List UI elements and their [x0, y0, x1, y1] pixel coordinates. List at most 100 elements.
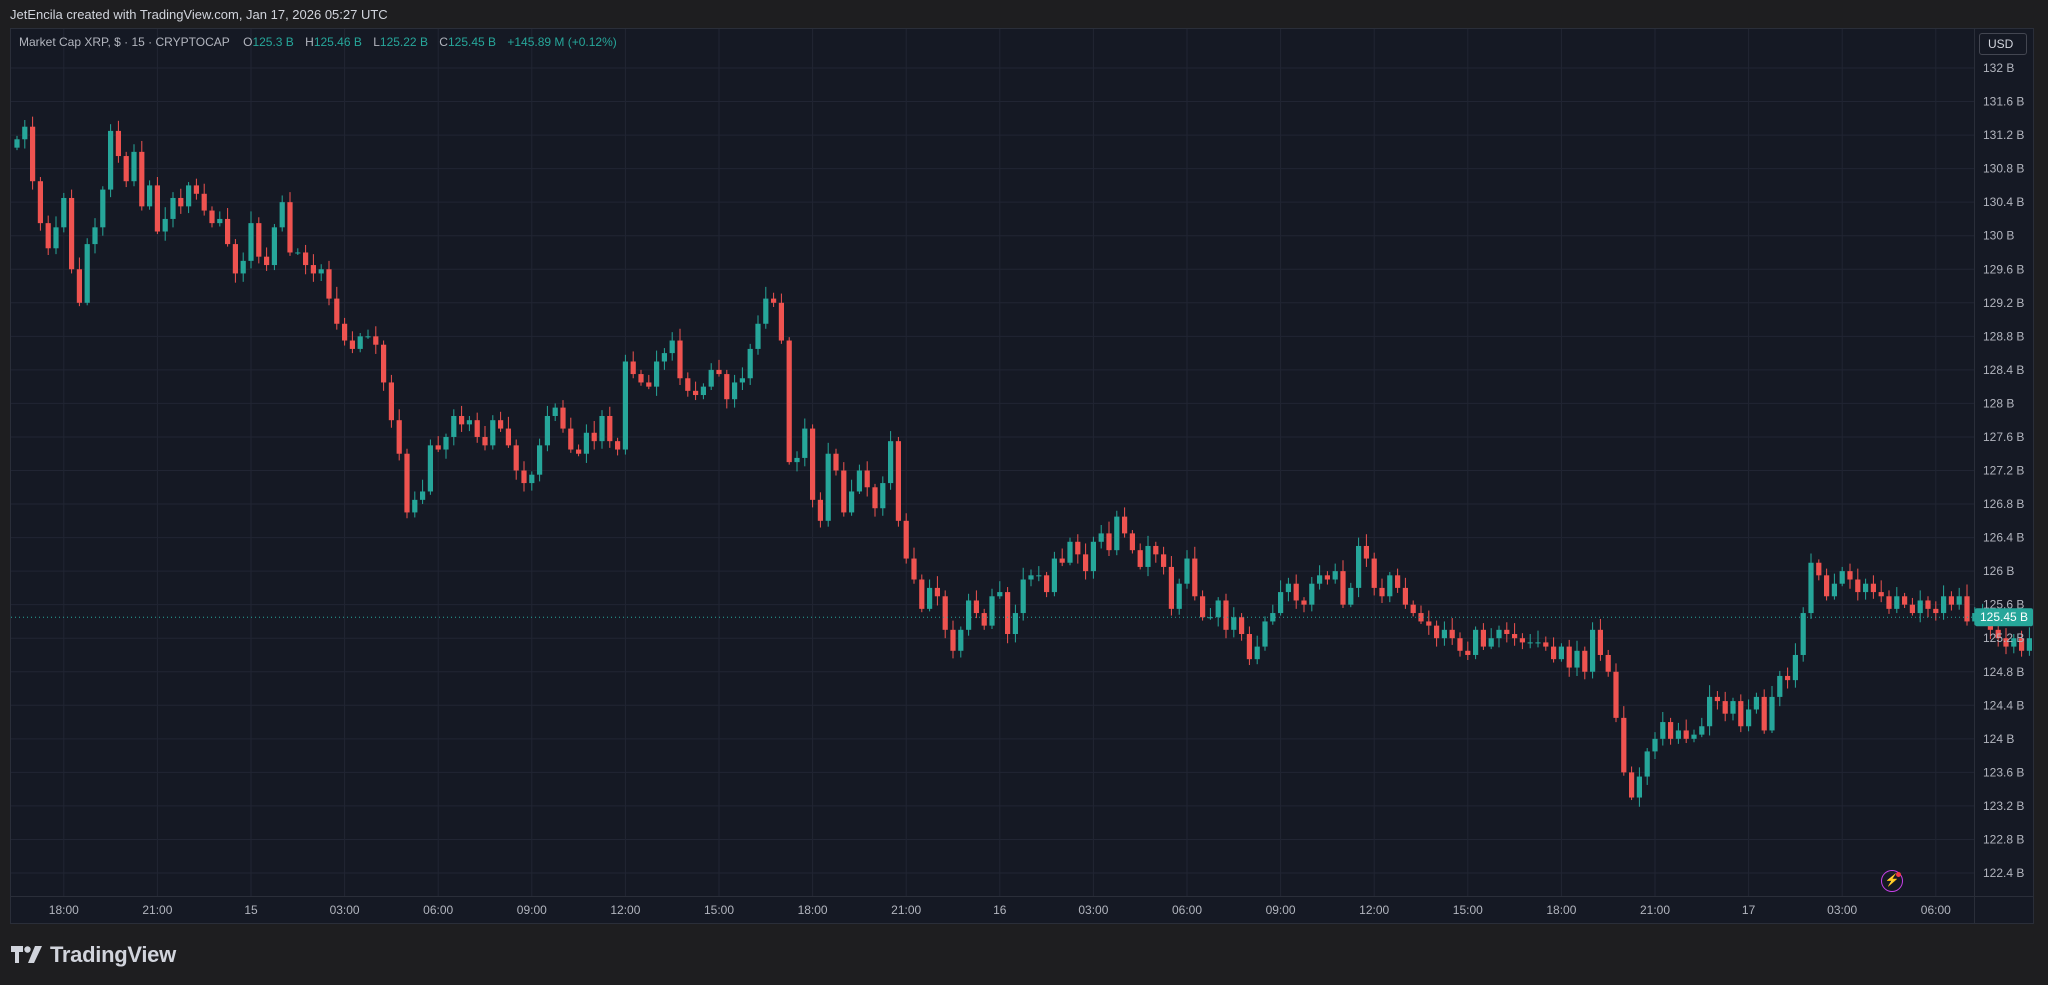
- candle-body: [981, 613, 987, 626]
- candle-body: [1005, 592, 1011, 635]
- candle-body: [856, 470, 862, 492]
- candle-body: [1972, 613, 1978, 622]
- candle-body: [1769, 696, 1775, 731]
- price-tick-label: 125.6 B: [1983, 598, 2024, 612]
- candle-body: [1496, 629, 1502, 639]
- candle-body: [1894, 596, 1900, 609]
- candle-body: [1215, 600, 1221, 618]
- legend-open-label: O: [243, 35, 253, 49]
- price-tick-label: 124.4 B: [1983, 698, 2024, 712]
- candlestick-chart[interactable]: 132 B 131.6 B 131.2 B 130.8 B 130.4 B 130 B 12…: [11, 29, 2034, 924]
- candle-body: [248, 223, 254, 261]
- candle-body: [326, 269, 332, 299]
- candle-body: [1948, 596, 1954, 605]
- candle-body: [365, 336, 371, 338]
- legend-symbol[interactable]: Market Cap XRP, $ · 15 · CRYPTOCAP: [19, 35, 230, 49]
- candle-body: [1090, 541, 1096, 572]
- last-price-badge: [1975, 608, 2033, 627]
- candle-body: [1613, 671, 1619, 718]
- candle-body: [1683, 730, 1689, 739]
- candle-body: [474, 420, 480, 437]
- candle-body: [1863, 583, 1869, 593]
- candle-body: [1722, 701, 1728, 714]
- candle-body: [1153, 545, 1159, 555]
- lightning-bolt-icon[interactable]: ⚡: [1881, 870, 1903, 892]
- price-tick-label: 129.2 B: [1983, 296, 2024, 310]
- candle-body: [1519, 638, 1525, 643]
- candle-body: [37, 181, 43, 224]
- price-tick-label: 122.8 B: [1983, 832, 2024, 846]
- candle-body: [1098, 533, 1104, 542]
- candle-body: [544, 415, 550, 446]
- candle-body: [1909, 604, 1915, 614]
- chart-panel[interactable]: 132 B 131.6 B 131.2 B 130.8 B 130.4 B 130 B 12…: [10, 28, 2034, 924]
- candle-body: [201, 193, 207, 211]
- candle-body: [1824, 575, 1830, 597]
- candle-body: [1028, 575, 1034, 580]
- candle-body: [22, 126, 28, 140]
- price-tick-label: 131.2 B: [1983, 128, 2024, 142]
- candle-body: [1941, 596, 1947, 614]
- candle-body: [966, 600, 972, 630]
- candle-body: [1051, 558, 1057, 593]
- time-tick-label: 18:00: [798, 903, 828, 917]
- time-tick-label: 06:00: [1921, 903, 1951, 917]
- candle-body: [1566, 646, 1572, 668]
- brand[interactable]: TradingView: [10, 942, 176, 968]
- time-tick-label: 06:00: [423, 903, 453, 917]
- candle-body: [404, 453, 410, 513]
- candle-body: [521, 470, 527, 484]
- candle-body: [1465, 650, 1471, 655]
- candle-body: [1114, 516, 1120, 551]
- candle-body: [1480, 629, 1486, 647]
- candle-body: [1660, 722, 1666, 739]
- candle-body: [139, 151, 145, 207]
- tradingview-logo-icon: [10, 944, 44, 966]
- candle-body: [14, 139, 20, 148]
- candle-body: [115, 130, 121, 157]
- candle-body: [591, 432, 597, 442]
- candle-body: [911, 558, 917, 580]
- time-tick-label: 15: [244, 903, 258, 917]
- candle-body: [1036, 575, 1042, 577]
- time-tick-label: 12:00: [610, 903, 640, 917]
- candle-body: [232, 244, 238, 274]
- candle-body: [825, 453, 831, 521]
- candle-body: [443, 436, 449, 450]
- candle-body: [295, 252, 301, 254]
- candle-body: [61, 197, 67, 228]
- candle-body: [1246, 634, 1252, 660]
- candle-body: [1831, 583, 1837, 597]
- candle-body: [435, 445, 441, 450]
- legend-close-label: C: [439, 35, 448, 49]
- time-tick-label: 16: [993, 903, 1007, 917]
- candle-body: [1231, 617, 1237, 630]
- candle-body: [162, 218, 168, 232]
- time-tick-label: 17: [1742, 903, 1756, 917]
- candle-body: [661, 353, 667, 362]
- candle-body: [880, 483, 886, 509]
- candle-body: [1558, 646, 1564, 660]
- candle-body: [1714, 696, 1720, 702]
- candle-body: [607, 415, 613, 442]
- candle-body: [193, 185, 199, 194]
- candle-body: [264, 256, 270, 266]
- candle-body: [1402, 587, 1408, 605]
- candle-body: [1551, 646, 1557, 660]
- candle-body: [934, 587, 940, 597]
- candle-body: [1691, 734, 1697, 739]
- candle-body: [888, 441, 894, 484]
- candle-body: [334, 298, 340, 324]
- time-tick-label: 09:00: [517, 903, 547, 917]
- candle-body: [1527, 642, 1533, 644]
- candle-body: [1254, 646, 1260, 660]
- price-tick-label: 122.4 B: [1983, 866, 2024, 880]
- candle-body: [1785, 675, 1791, 681]
- candle-body: [1855, 579, 1861, 593]
- candle-body: [1293, 583, 1299, 601]
- candle-body: [747, 348, 753, 379]
- candle-body: [1870, 583, 1876, 593]
- notification-dot: [1896, 872, 1901, 877]
- candle-body: [693, 390, 699, 396]
- currency-button[interactable]: USD: [1979, 33, 2027, 55]
